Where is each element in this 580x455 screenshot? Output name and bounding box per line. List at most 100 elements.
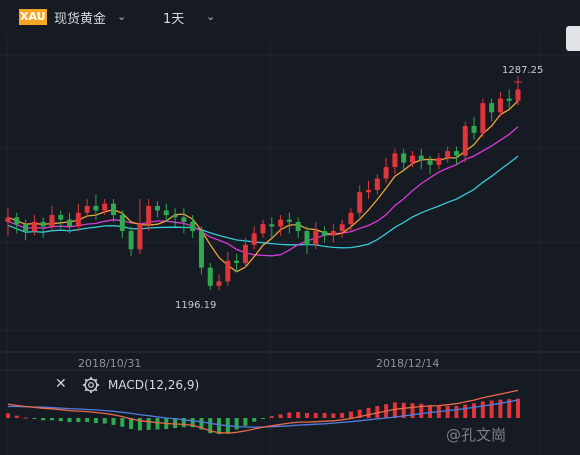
candle-body <box>506 98 512 101</box>
candle-body <box>304 231 310 245</box>
macd-histogram-bar <box>472 403 477 418</box>
watermark: @孔文崗 <box>446 426 507 444</box>
candle-body <box>339 224 345 232</box>
candle-body <box>172 215 178 218</box>
macd-histogram-bar <box>23 417 28 419</box>
macd-histogram-bar <box>480 401 485 418</box>
macd-histogram-bar <box>76 418 81 423</box>
macd-histogram-bar <box>392 402 397 418</box>
macd-histogram-bar <box>269 416 274 418</box>
macd-histogram-bar <box>278 414 283 418</box>
macd-histogram-bar <box>454 406 459 418</box>
macd-histogram-bar <box>120 418 125 427</box>
candle-body <box>251 233 257 245</box>
macd-histogram-bar <box>173 418 178 429</box>
macd-histogram-bar <box>58 418 63 422</box>
top-toolbar: XAU 现货黄金 ⌄ 1天 ⌄ <box>0 0 580 36</box>
candle-body <box>322 231 328 236</box>
macd-histogram-bar <box>489 400 494 418</box>
macd-histogram-bar <box>428 405 433 418</box>
macd-histogram-bar <box>287 412 292 418</box>
side-panel-toggle[interactable] <box>566 26 580 51</box>
macd-histogram-bar <box>129 418 134 430</box>
high-price-label: 1287.25 <box>502 65 544 76</box>
macd-histogram-bar <box>155 418 160 430</box>
candle-body <box>374 178 380 190</box>
dif-line <box>7 389 519 434</box>
candle-body <box>418 155 424 161</box>
candle-body <box>128 231 134 250</box>
candle-body <box>330 231 336 236</box>
macd-histogram-bar <box>234 418 239 430</box>
period-selector[interactable]: 1天 <box>163 12 185 27</box>
chevron-down-icon[interactable]: ⌄ <box>117 10 127 23</box>
candle-body <box>269 224 275 227</box>
macd-histogram-bar <box>208 418 213 434</box>
macd-histogram-bar <box>331 413 336 418</box>
candle-body <box>383 167 389 179</box>
candle-body <box>392 153 398 168</box>
candle-body <box>278 219 284 227</box>
macd-histogram-bar <box>516 398 520 418</box>
candle-body <box>93 205 99 211</box>
macd-histogram-bar <box>217 418 222 435</box>
macd-histogram-bar <box>463 404 468 418</box>
macd-histogram-bar <box>261 418 265 419</box>
candle-body <box>84 205 90 213</box>
candle-body <box>348 212 354 225</box>
macd-histogram-bar <box>366 407 371 418</box>
candle-body <box>181 217 187 222</box>
candle-body <box>286 219 292 222</box>
macd-histogram-bar <box>498 399 503 418</box>
close-icon[interactable]: ✕ <box>55 376 67 392</box>
symbol-badge: XAU <box>19 9 47 25</box>
macd-histogram-bar <box>507 399 512 418</box>
macd-histogram-bar <box>137 418 142 431</box>
candle-body <box>234 260 240 264</box>
candle-body <box>436 157 442 165</box>
candle-body <box>23 224 29 232</box>
candle-body <box>497 98 503 113</box>
gear-icon[interactable] <box>82 376 100 394</box>
macd-histogram-bar <box>49 418 54 421</box>
macd-histogram-bar <box>419 403 424 418</box>
macd-histogram-bar <box>199 418 204 430</box>
candle-body <box>14 217 20 225</box>
macd-histogram-bar <box>181 418 186 428</box>
macd-histogram-bar <box>401 402 406 418</box>
macd-histogram-bar <box>348 411 353 418</box>
macd-histogram-bar <box>32 418 37 419</box>
instrument-selector[interactable]: 现货黄金 <box>54 12 107 27</box>
candle-body <box>58 215 64 220</box>
ma20-line <box>7 155 519 249</box>
candle-body <box>163 210 169 216</box>
candle-body <box>480 103 486 133</box>
candle-body <box>366 189 372 193</box>
macd-histogram-bar <box>111 418 116 425</box>
candle-body <box>515 89 521 101</box>
candle-body <box>409 155 415 163</box>
candle-body <box>111 203 117 216</box>
candle-body <box>427 160 433 165</box>
candle-body <box>119 215 125 232</box>
candle-body <box>207 267 213 286</box>
candle-body <box>260 224 266 234</box>
chevron-down-icon[interactable]: ⌄ <box>206 10 216 23</box>
macd-histogram-bar <box>85 418 90 423</box>
macd-histogram-bar <box>304 412 309 418</box>
macd-histogram-bar <box>6 413 10 418</box>
candle-body <box>225 260 231 282</box>
candle-body <box>198 231 204 268</box>
macd-histogram-bar <box>252 418 257 422</box>
candle-body <box>242 244 248 264</box>
macd-histogram-bar <box>357 409 362 418</box>
macd-histogram-bar <box>41 418 46 421</box>
macd-indicator-label: MACD(12,26,9) <box>108 378 200 392</box>
low-price-label: 1196.19 <box>175 300 217 311</box>
ma5-line <box>7 100 519 273</box>
candle-body <box>5 217 11 222</box>
candle-body <box>102 203 108 211</box>
macd-histogram-bar <box>313 412 318 418</box>
candle-body <box>445 151 451 158</box>
